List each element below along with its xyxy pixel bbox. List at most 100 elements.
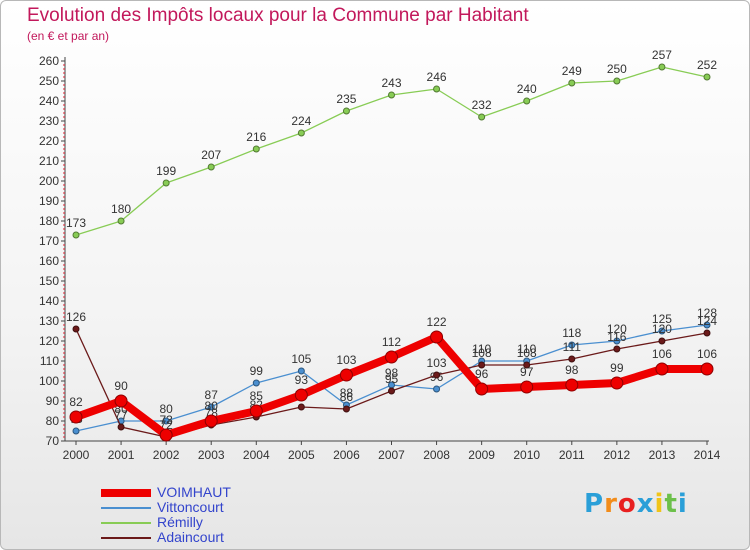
data-point-adaincourt (478, 361, 486, 369)
data-point-rmilly (297, 129, 305, 137)
y-tick-label: 160 (39, 254, 59, 268)
data-point-vittoncourt (433, 385, 441, 393)
data-point-adaincourt (658, 337, 666, 345)
data-point-vittoncourt (207, 403, 215, 411)
brand-letter: P (584, 489, 605, 519)
y-tick-label: 230 (39, 114, 59, 128)
data-point-voimhaut (430, 330, 444, 344)
y-tick-label: 190 (39, 194, 59, 208)
data-point-rmilly (117, 217, 125, 225)
data-label-rmilly: 224 (291, 114, 311, 128)
data-point-voimhaut (610, 376, 624, 390)
data-label-rmilly: 252 (697, 58, 717, 72)
data-point-voimhaut (204, 414, 218, 428)
data-label-voimhaut: 73 (159, 413, 173, 427)
data-point-voimhaut (159, 428, 173, 442)
data-point-adaincourt (342, 405, 350, 413)
data-label-voimhaut: 103 (336, 353, 356, 367)
brand-letter: o (617, 489, 637, 519)
y-tick-label: 220 (39, 134, 59, 148)
data-label-vittoncourt: 88 (340, 386, 354, 400)
data-label-vittoncourt: 80 (159, 402, 173, 416)
data-label-rmilly: 235 (336, 92, 356, 106)
data-label-voimhaut: 82 (69, 395, 83, 409)
data-point-rmilly (388, 91, 395, 99)
data-label-voimhaut: 122 (427, 315, 447, 329)
data-point-voimhaut (655, 362, 669, 376)
data-label-adaincourt: 108 (517, 346, 537, 360)
data-label-rmilly: 246 (427, 70, 447, 84)
data-point-voimhaut (700, 362, 714, 376)
legend-item: Rémilly (101, 515, 361, 530)
y-tick-label: 180 (39, 214, 59, 228)
data-point-adaincourt (388, 387, 395, 395)
legend-item: Vittoncourt (101, 500, 361, 515)
x-tick-label: 2004 (243, 448, 270, 462)
data-point-voimhaut (114, 394, 128, 408)
data-label-voimhaut: 106 (652, 347, 672, 361)
x-tick-label: 2011 (559, 448, 585, 462)
brand-letter: x (636, 489, 655, 519)
y-tick-label: 90 (46, 394, 60, 408)
legend-label: Rémilly (157, 514, 203, 530)
data-point-rmilly (72, 231, 80, 239)
data-point-rmilly (523, 97, 531, 105)
data-point-rmilly (568, 79, 576, 87)
y-tick-label: 240 (39, 94, 59, 108)
data-label-voimhaut: 85 (250, 389, 264, 403)
y-tick-label: 130 (39, 314, 59, 328)
y-tick-label: 250 (39, 74, 59, 88)
y-tick-label: 70 (46, 434, 60, 448)
data-label-voimhaut: 96 (475, 367, 489, 381)
y-tick-label: 100 (39, 374, 59, 388)
data-point-adaincourt (523, 361, 531, 369)
brand-letter: r (604, 489, 618, 519)
data-label-voimhaut: 93 (295, 373, 309, 387)
data-label-adaincourt: 111 (563, 340, 582, 354)
x-tick-label: 2005 (288, 448, 315, 462)
data-point-voimhaut (69, 410, 83, 424)
y-tick-label: 80 (46, 414, 60, 428)
data-label-adaincourt: 95 (385, 372, 399, 386)
data-point-voimhaut (475, 382, 489, 396)
y-tick-label: 260 (39, 54, 59, 68)
data-point-adaincourt (72, 325, 80, 333)
data-point-rmilly (162, 179, 170, 187)
data-point-voimhaut (249, 404, 263, 418)
data-point-vittoncourt (297, 367, 305, 375)
data-label-vittoncourt: 99 (250, 364, 264, 378)
data-label-adaincourt: 120 (652, 322, 672, 336)
data-label-voimhaut: 80 (205, 399, 219, 413)
y-tick-label: 210 (39, 154, 59, 168)
legend-swatch (101, 507, 151, 509)
data-label-adaincourt: 103 (427, 356, 447, 370)
data-label-vittoncourt: 118 (562, 326, 581, 340)
chart-title: Evolution des Impôts locaux pour la Comm… (27, 5, 529, 26)
chart-legend: VOIMHAUT Vittoncourt Rémilly Adaincourt (101, 485, 361, 545)
data-point-adaincourt (117, 423, 125, 431)
x-tick-label: 2013 (649, 448, 676, 462)
legend-item: VOIMHAUT (101, 485, 361, 500)
data-point-voimhaut (294, 388, 308, 402)
legend-label: Vittoncourt (157, 499, 224, 515)
data-label-rmilly: 216 (246, 130, 266, 144)
data-label-rmilly: 232 (472, 98, 492, 112)
data-label-voimhaut: 97 (520, 365, 534, 379)
data-point-vittoncourt (568, 341, 576, 349)
data-label-vittoncourt: 110 (517, 342, 536, 356)
x-tick-label: 2002 (153, 448, 180, 462)
x-tick-label: 2009 (468, 448, 495, 462)
data-point-rmilly (658, 63, 666, 71)
brand-letter: i (654, 489, 665, 519)
data-label-vittoncourt: 87 (205, 388, 219, 402)
legend-swatch (101, 522, 151, 524)
x-tick-label: 2003 (198, 448, 225, 462)
data-label-adaincourt: 86 (340, 390, 354, 404)
data-label-vittoncourt: 105 (291, 352, 311, 366)
data-point-rmilly (613, 77, 621, 85)
data-point-rmilly (342, 107, 350, 115)
data-point-vittoncourt (613, 337, 621, 345)
legend-swatch (101, 489, 151, 497)
